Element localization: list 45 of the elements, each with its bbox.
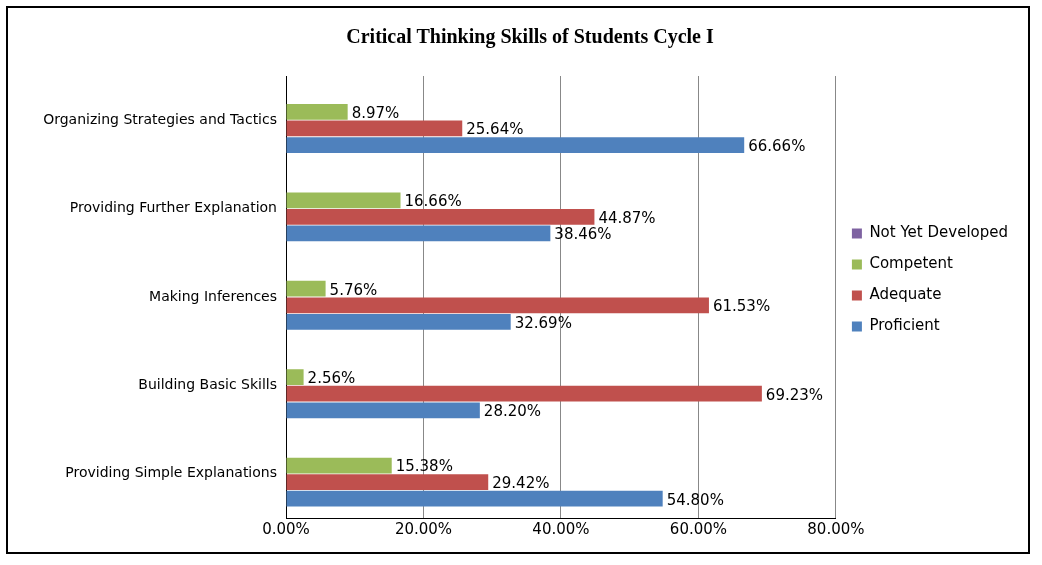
legend-label: Proficient (869, 316, 940, 335)
bar (286, 192, 401, 209)
data-label: 29.42% (492, 473, 550, 492)
y-tick-label: Providing Simple Explanations (65, 464, 277, 481)
legend-label: Not Yet Developed (869, 223, 1009, 242)
bar (286, 120, 463, 137)
x-tick-label: 60.00% (669, 519, 728, 538)
x-tick-label: 80.00% (807, 519, 865, 538)
legend-label: Competent (869, 254, 954, 273)
data-label: 15.38% (395, 457, 453, 476)
bar (286, 225, 551, 242)
data-label: 16.66% (404, 192, 462, 211)
data-label: 2.56% (307, 369, 356, 387)
data-label: 8.97% (351, 103, 400, 122)
bar (286, 457, 392, 474)
y-tick-label: Organizing Strategies and Tactics (43, 110, 277, 127)
data-label: 69.23% (765, 385, 824, 404)
bar (286, 280, 326, 297)
data-label: 44.87% (598, 208, 656, 227)
y-tick-label: Making Inferences (149, 287, 277, 304)
data-label: 66.66% (748, 136, 806, 155)
data-label: 28.20% (483, 402, 542, 421)
bar (286, 474, 489, 490)
data-label: 25.64% (466, 120, 524, 139)
bar (286, 490, 663, 507)
x-tick-label: 0.00% (262, 519, 310, 538)
bar (286, 402, 480, 419)
data-label: 54.80% (666, 490, 724, 509)
y-tick-label: Providing Further Explanation (69, 199, 277, 216)
data-label: 38.46% (554, 225, 612, 244)
bar (286, 313, 511, 330)
chart-title: Critical Thinking Skills of Students Cycle I (346, 25, 714, 49)
bar (286, 369, 304, 385)
data-label: 61.53% (712, 297, 771, 316)
bar (286, 209, 595, 225)
bar (286, 297, 709, 314)
legend-label: Adequate (869, 285, 942, 304)
bar (286, 385, 762, 402)
data-label: 32.69% (514, 313, 572, 332)
x-tick-label: 40.00% (532, 519, 590, 538)
x-tick-label: 20.00% (394, 519, 453, 538)
bar (286, 137, 745, 153)
y-tick-label: Building Basic Skills (138, 376, 277, 393)
bar (286, 104, 348, 120)
data-label: 5.76% (329, 280, 378, 299)
